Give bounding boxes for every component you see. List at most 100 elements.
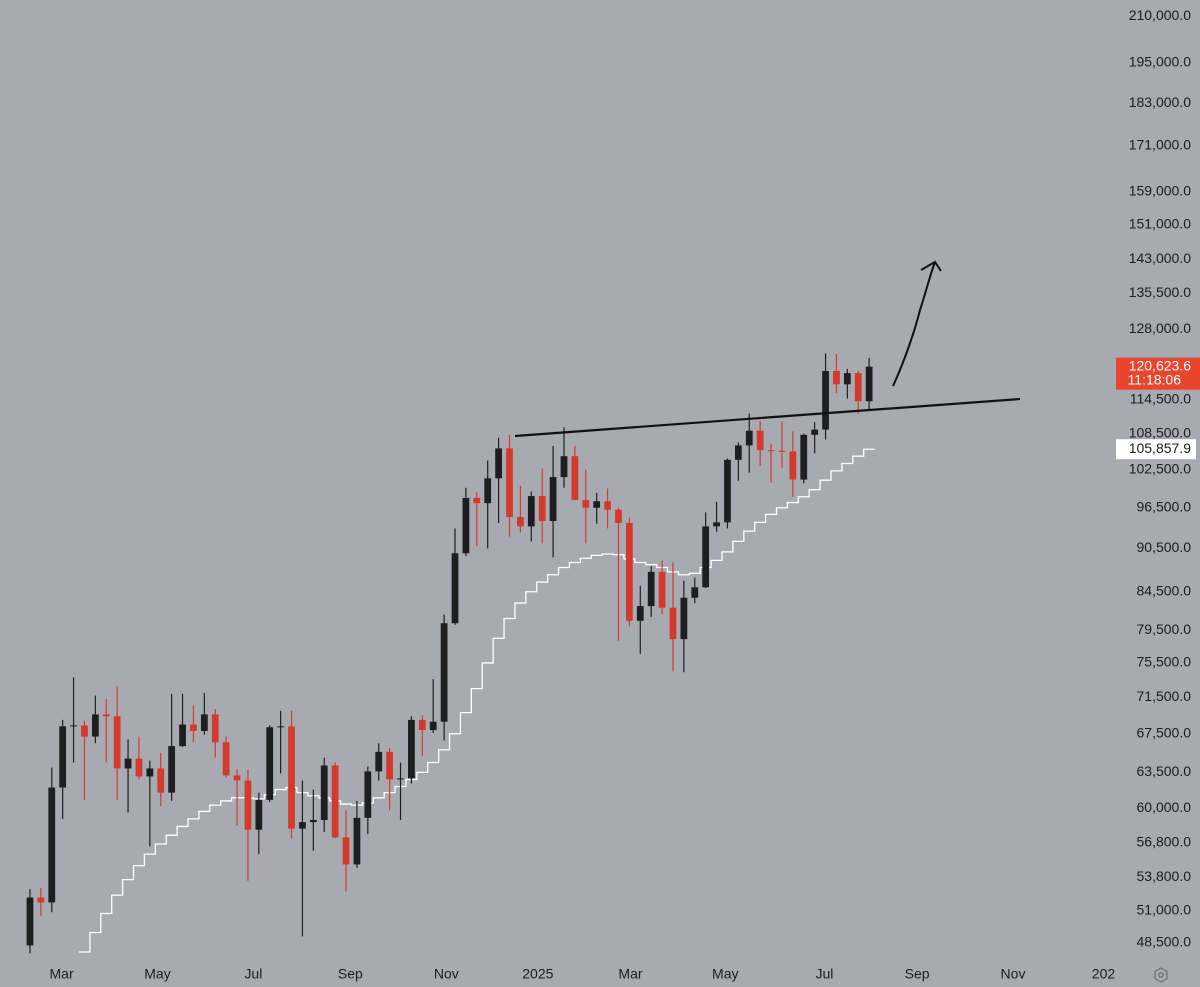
y-tick-label: 79,500.0 [1137, 621, 1192, 637]
x-tick-label: Jul [816, 966, 834, 982]
y-tick-label: 143,000.0 [1129, 250, 1191, 266]
candle-body [233, 775, 241, 781]
x-tick-label: Nov [434, 966, 459, 982]
y-tick-label: 108,500.0 [1129, 424, 1191, 440]
candle-body [833, 370, 840, 385]
y-tick-label: 195,000.0 [1129, 54, 1191, 70]
candle-body [386, 751, 393, 780]
y-tick-label: 51,000.0 [1137, 902, 1192, 918]
candle-body [691, 587, 699, 598]
candle-body [26, 897, 34, 946]
candle-body [658, 571, 666, 608]
last-price-label: 120,623.6 [1129, 357, 1191, 373]
y-tick-label: 96,500.0 [1137, 498, 1192, 514]
candle-body [702, 526, 710, 588]
candle-body [255, 799, 263, 830]
candle-body [168, 746, 176, 793]
candle-body [244, 780, 252, 830]
icon-center[interactable] [1158, 972, 1164, 978]
candle-body [102, 714, 110, 717]
x-tick-label: Sep [338, 966, 363, 982]
candle-body [724, 459, 731, 523]
candle-body [70, 725, 77, 727]
candle-body [789, 451, 797, 480]
candle-body [211, 714, 219, 743]
settings-icon[interactable] [1154, 967, 1168, 983]
candle-body [429, 721, 437, 731]
candle-body [549, 477, 557, 522]
candle-body [222, 742, 230, 776]
candle-body [669, 607, 677, 640]
candle-body [734, 445, 742, 460]
candle-body [517, 517, 524, 527]
candle-body [48, 787, 56, 903]
candle-body [364, 771, 372, 818]
y-tick-label: 128,000.0 [1129, 320, 1191, 336]
candle-body [190, 724, 197, 731]
y-tick-label: 90,500.0 [1137, 539, 1192, 555]
candle-body [778, 450, 786, 452]
y-tick-label: 159,000.0 [1129, 183, 1191, 199]
x-tick-label: Mar [50, 966, 74, 982]
candle-body [309, 819, 317, 823]
candle-body [81, 725, 88, 737]
candle-body [527, 496, 535, 527]
y-tick-label: 48,500.0 [1137, 934, 1192, 950]
y-tick-label: 114,500.0 [1130, 390, 1191, 406]
y-tick-label: 67,500.0 [1137, 724, 1192, 740]
candle-body [462, 498, 470, 554]
x-tick-label: 202 [1092, 966, 1116, 982]
x-tick-label: Mar [618, 966, 642, 982]
y-tick-label: 84,500.0 [1137, 582, 1192, 598]
candle-body [179, 724, 186, 747]
x-tick-label: May [144, 966, 170, 982]
ma-label: 105,857.9 [1129, 440, 1191, 456]
price-axis: 210,000.0 195,000.0 183,000.0 171,000.0 159,… [50, 7, 1200, 982]
y-tick-label: 60,000.0 [1137, 799, 1192, 815]
y-tick-label: 56,800.0 [1137, 834, 1192, 850]
candle-body [113, 716, 121, 769]
candle-body [473, 498, 481, 504]
candle-body [484, 478, 492, 504]
candle-body [571, 456, 579, 500]
x-tick-label: Nov [1001, 966, 1026, 982]
candle-body [865, 366, 873, 402]
y-tick-label: 171,000.0 [1129, 137, 1191, 153]
candle-body [451, 553, 459, 624]
y-tick-label: 183,000.0 [1129, 94, 1191, 110]
candle-body [604, 501, 611, 510]
candle-body [713, 522, 720, 527]
candle-body [636, 606, 644, 621]
moving-average [79, 448, 875, 953]
candle-body [266, 727, 274, 800]
candle-body [408, 719, 415, 779]
candle-body [582, 499, 590, 508]
candle-body [593, 501, 601, 508]
arrow [892, 261, 936, 387]
y-tick-label: 135,500.0 [1129, 284, 1191, 300]
countdown-label: 11:18:06 [1128, 371, 1182, 387]
candle-body [299, 822, 306, 829]
last-price-badge [1116, 357, 1200, 390]
candle-body [745, 430, 753, 446]
y-tick-label: 210,000.0 [1129, 7, 1191, 23]
icon-hexagon[interactable] [1154, 967, 1168, 983]
candle-body [288, 726, 295, 829]
candle-body [135, 758, 143, 777]
x-tick-label: Sep [905, 966, 930, 982]
arrow-head [920, 260, 942, 272]
x-tick-label: May [712, 966, 738, 982]
candle-body [157, 768, 165, 793]
ma-badge [1116, 439, 1196, 460]
candle-body [495, 448, 502, 479]
candle-body [647, 571, 655, 607]
candle-body [146, 768, 154, 777]
candle-body [560, 456, 568, 478]
y-tick-label: 71,500.0 [1137, 688, 1192, 704]
candle-body [91, 714, 99, 737]
candle-body [756, 430, 764, 451]
candle-body [124, 758, 132, 769]
candle-body [59, 726, 67, 788]
candle-body [506, 448, 513, 518]
